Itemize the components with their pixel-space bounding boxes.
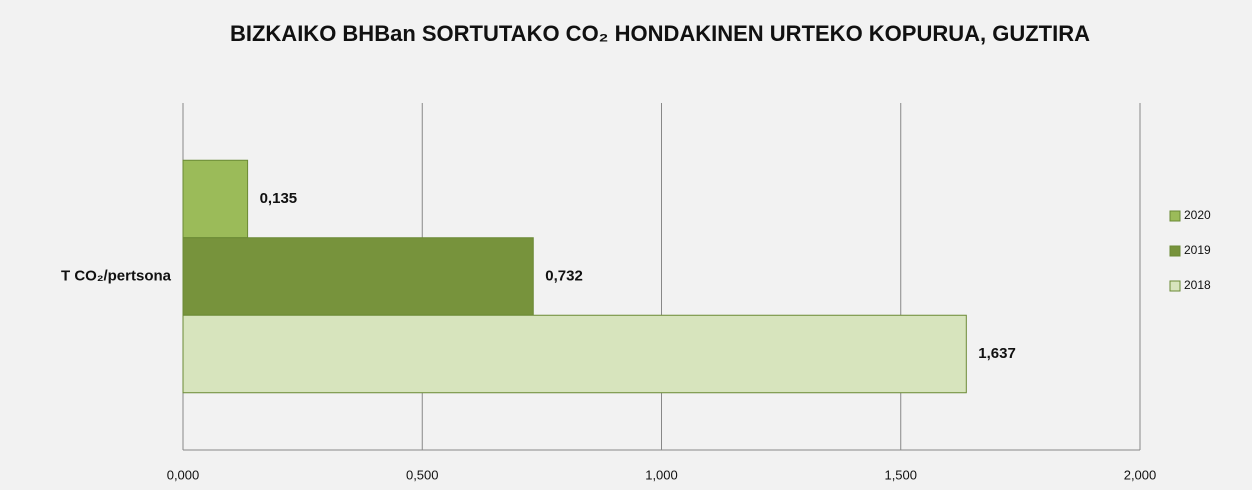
data-label: 0,732 (545, 267, 583, 284)
legend-swatch (1169, 245, 1181, 257)
bar (182, 314, 967, 394)
bar (182, 237, 534, 316)
legend-label: 2018 (1184, 278, 1211, 292)
legend-label: 2020 (1184, 208, 1211, 222)
x-tick-label: 1,000 (645, 467, 678, 482)
x-tick-label: 2,000 (1124, 467, 1157, 482)
bar (182, 159, 249, 239)
data-label: 1,637 (978, 345, 1016, 362)
x-tick-label: 1,500 (884, 467, 917, 482)
data-label: 0,135 (260, 190, 298, 207)
legend-swatch (1169, 280, 1181, 292)
x-tick-label: 0,500 (406, 467, 439, 482)
legend-swatch (1169, 210, 1181, 222)
x-tick-label: 0,000 (167, 467, 200, 482)
y-tick-label: T CO₂/pertsona (61, 267, 172, 284)
chart-title: BIZKAIKO BHBan SORTUTAKO CO₂ HONDAKINEN … (229, 21, 1091, 46)
legend-label: 2019 (1184, 243, 1211, 257)
